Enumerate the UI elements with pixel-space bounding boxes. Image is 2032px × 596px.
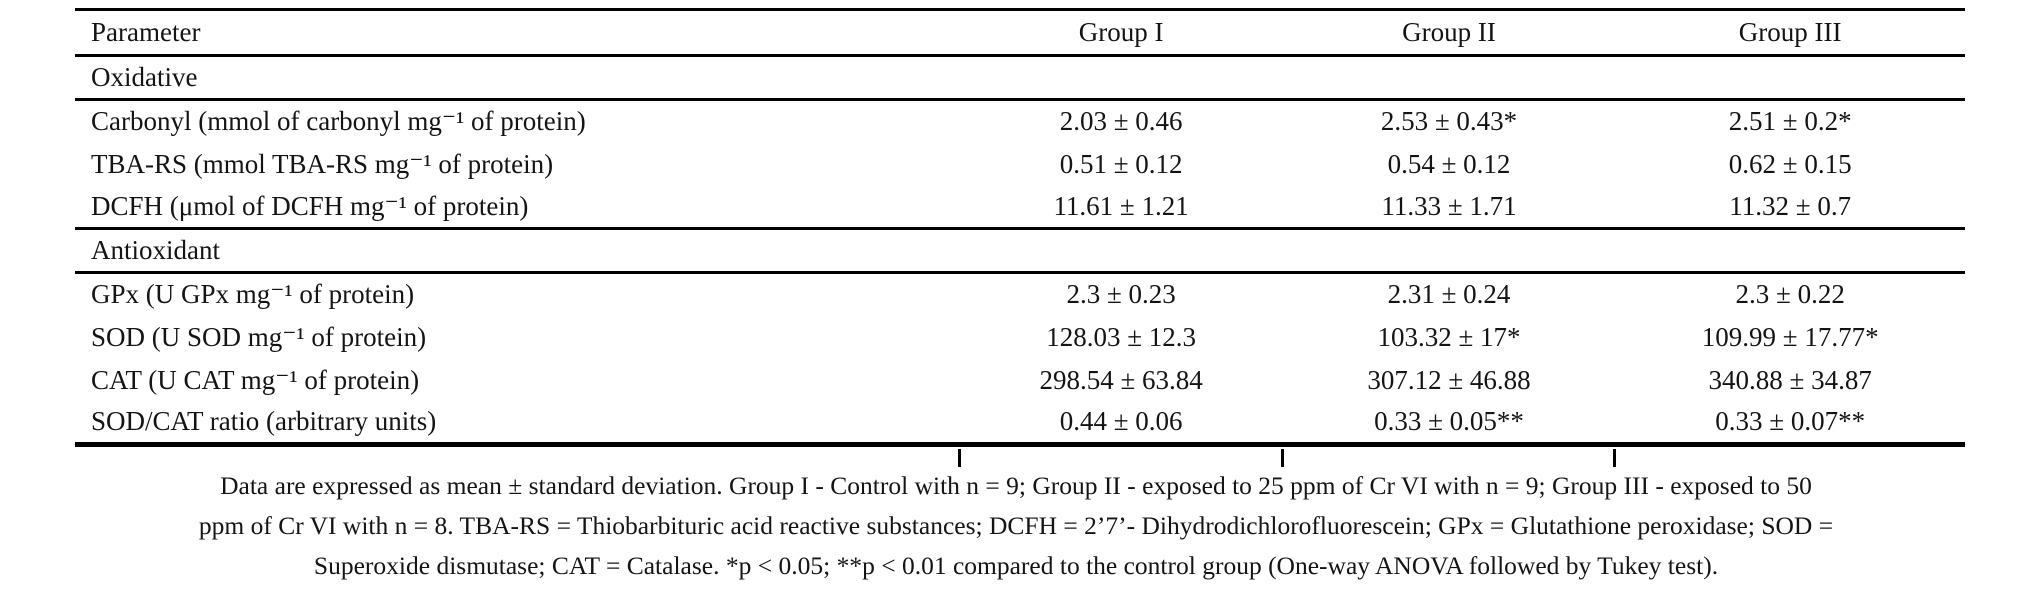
value-cell-group-3: 11.32 ± 0.7 <box>1729 190 1852 221</box>
parameter-cell: DCFH (μmol of DCFH mg⁻¹ of protein) <box>91 190 529 221</box>
column-header-group-1: Group I <box>959 9 1283 57</box>
column-separator-tick <box>958 449 961 467</box>
table-row-dcfh: DCFH (μmol of DCFH mg⁻¹ of protein) 11.6… <box>75 186 1965 229</box>
value-cell-group-1: 2.03 ± 0.46 <box>1059 106 1183 137</box>
value-cell-group-3: 2.51 ± 0.2* <box>1728 106 1852 137</box>
table-row-sod-cat-ratio: SOD/CAT ratio (arbitrary units) 0.44 ± 0… <box>75 402 1965 445</box>
value-cell-group-1: 0.44 ± 0.06 <box>1059 406 1183 437</box>
parameter-cell: Carbonyl (mmol of carbonyl mg⁻¹ of prote… <box>91 106 586 137</box>
table-row-sod: SOD (U SOD mg⁻¹ of protein) 128.03 ± 12.… <box>75 316 1965 359</box>
section-title: Oxidative <box>75 54 1965 101</box>
column-separator-tick <box>1613 449 1616 467</box>
parameter-cell: CAT (U CAT mg⁻¹ of protein) <box>91 364 420 395</box>
footnote-line-3: Superoxide dismutase; CAT = Catalase. *p… <box>313 551 1719 580</box>
value-cell-group-1: 2.3 ± 0.23 <box>1066 279 1176 310</box>
column-separator-tick <box>1281 449 1284 467</box>
value-cell-group-3: 340.88 ± 34.87 <box>1708 364 1872 395</box>
value-cell-group-1: 11.61 ± 1.21 <box>1053 190 1189 221</box>
parameter-cell: TBA-RS (mmol TBA-RS mg⁻¹ of protein) <box>91 148 554 179</box>
table-row-carbonyl: Carbonyl (mmol of carbonyl mg⁻¹ of prote… <box>75 100 1965 143</box>
results-table: Parameter Group I Group II Group III Oxi… <box>75 8 1965 447</box>
value-cell-group-1: 0.51 ± 0.12 <box>1059 148 1183 179</box>
value-cell-group-1: 128.03 ± 12.3 <box>1046 321 1197 352</box>
value-cell-group-2: 307.12 ± 46.88 <box>1367 364 1531 395</box>
table-row-tba-rs: TBA-RS (mmol TBA-RS mg⁻¹ of protein) 0.5… <box>75 143 1965 186</box>
value-cell-group-2: 2.31 ± 0.24 <box>1387 279 1511 310</box>
table-row-cat: CAT (U CAT mg⁻¹ of protein) 298.54 ± 63.… <box>75 359 1965 402</box>
footnote-line-2: ppm of Cr VI with n = 8. TBA-RS = Thioba… <box>198 511 1834 540</box>
parameter-cell: GPx (U GPx mg⁻¹ of protein) <box>91 279 415 310</box>
value-cell-group-3: 109.99 ± 17.77* <box>1701 321 1879 352</box>
value-cell-group-2: 11.33 ± 1.71 <box>1381 190 1517 221</box>
column-header-group-3: Group III <box>1615 9 1965 57</box>
table-row-gpx: GPx (U GPx mg⁻¹ of protein) 2.3 ± 0.23 2… <box>75 273 1965 316</box>
value-cell-group-2: 2.53 ± 0.43* <box>1380 106 1518 137</box>
footnote-line-1: Data are expressed as mean ± standard de… <box>220 471 1812 500</box>
section-header-antioxidant: Antioxidant <box>75 227 1965 274</box>
value-cell-group-2: 103.32 ± 17* <box>1377 321 1521 352</box>
value-cell-group-3: 0.33 ± 0.07** <box>1715 406 1866 437</box>
header-row: Parameter Group I Group II Group III <box>75 9 1965 57</box>
value-cell-group-3: 2.3 ± 0.22 <box>1735 279 1845 310</box>
table-footnote: Data are expressed as mean ± standard de… <box>0 466 2032 586</box>
value-cell-group-2: 0.33 ± 0.05** <box>1374 406 1524 437</box>
parameter-cell: SOD (U SOD mg⁻¹ of protein) <box>91 321 427 352</box>
section-title: Antioxidant <box>75 227 1965 274</box>
column-header-group-2: Group II <box>1282 9 1616 57</box>
value-cell-group-2: 0.54 ± 0.12 <box>1387 148 1511 179</box>
section-header-oxidative: Oxidative <box>75 54 1965 101</box>
value-cell-group-3: 0.62 ± 0.15 <box>1728 148 1852 179</box>
parameter-cell: SOD/CAT ratio (arbitrary units) <box>91 406 437 437</box>
column-header-parameter: Parameter <box>75 9 960 57</box>
value-cell-group-1: 298.54 ± 63.84 <box>1039 364 1203 395</box>
